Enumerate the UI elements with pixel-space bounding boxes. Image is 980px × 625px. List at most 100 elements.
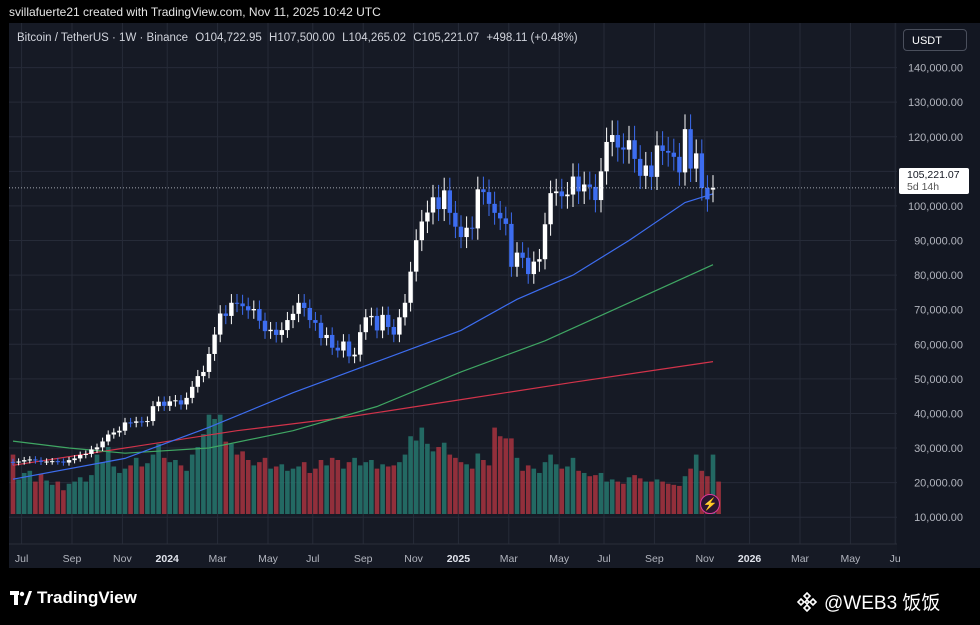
volume-bar (581, 472, 587, 514)
x-tick-label: Jul (597, 553, 610, 565)
volume-bar (716, 481, 721, 514)
volume-bar (21, 472, 27, 514)
y-tick-label: 120,000.00 (908, 132, 963, 144)
candle-body (565, 194, 570, 197)
candle-body (55, 461, 60, 463)
candle-body (464, 227, 469, 238)
candle-body (274, 329, 279, 335)
candle-body (234, 302, 240, 304)
candle-body (666, 150, 671, 153)
volume-bar (593, 475, 598, 514)
volume-bar (497, 436, 503, 514)
candle-body (682, 129, 688, 173)
volume-bar (296, 466, 301, 514)
candle-body (184, 397, 189, 405)
volume-bar (374, 468, 380, 514)
candle-body (33, 459, 38, 461)
candle-body (492, 203, 497, 213)
candle-body (458, 226, 464, 238)
volume-bar (649, 481, 654, 514)
y-tick-label: 10,000.00 (914, 512, 963, 524)
volume-bar (145, 463, 150, 514)
y-tick-label: 70,000.00 (914, 305, 963, 317)
volume-bar (27, 470, 33, 514)
candle-body (257, 308, 262, 321)
candle-body (604, 141, 609, 172)
currency-button[interactable]: USDT (903, 29, 967, 51)
candle-body (240, 303, 245, 307)
binance-icon (796, 591, 818, 612)
candle-body (145, 421, 150, 423)
candle-body (498, 212, 503, 219)
candle-body (593, 186, 598, 201)
candle-body (218, 313, 223, 335)
candle-body (22, 460, 27, 462)
candle-body (94, 447, 100, 450)
candle-body (100, 441, 105, 448)
watermark: @WEB3 饭饭 (796, 588, 940, 615)
candle-body (654, 145, 660, 177)
candle-body (576, 176, 581, 192)
candle-body (10, 461, 16, 463)
moving-average-slow (12, 361, 714, 466)
volume-bar (419, 427, 425, 514)
volume-bar (548, 454, 553, 514)
volume-bar (212, 418, 217, 514)
price-axis-panel[interactable] (897, 23, 980, 568)
volume-bar (189, 454, 195, 514)
candle-body (408, 271, 413, 303)
candle-body (610, 135, 615, 142)
volume-bar (318, 460, 324, 514)
high-value: H107,500.00 (269, 32, 335, 44)
volume-bar (111, 466, 117, 514)
y-tick-label: 140,000.00 (908, 63, 963, 75)
volume-bar (229, 443, 234, 514)
lightning-icon[interactable]: ⚡ (700, 494, 720, 514)
volume-bar (481, 460, 486, 514)
candle-body (139, 421, 144, 423)
volume-bar (285, 470, 290, 514)
x-tick-label: May (549, 553, 570, 565)
candle-body (206, 353, 212, 372)
volume-bar (94, 454, 100, 514)
candle-body (705, 187, 710, 200)
volume-bar (660, 481, 665, 514)
y-tick-label: 20,000.00 (914, 478, 963, 490)
symbol-legend: Bitcoin / TetherUS · 1W · Binance O104,7… (17, 32, 582, 44)
candle-body (313, 320, 318, 323)
volume-bar (598, 472, 604, 514)
volume-bar (234, 454, 240, 514)
volume-bar (33, 481, 38, 514)
volume-bar (105, 447, 111, 514)
candle-body (425, 212, 430, 222)
volume-bar (184, 470, 189, 514)
candle-body (559, 191, 564, 197)
candle-body (554, 191, 559, 194)
candle-body (475, 189, 480, 229)
candle-body (78, 454, 83, 459)
candle-body (251, 308, 256, 311)
volume-bar (66, 483, 72, 514)
volume-bar (682, 476, 688, 514)
candle-body (442, 190, 447, 210)
x-tick-label: 2024 (156, 553, 180, 565)
candle-body (178, 400, 184, 405)
candle-body (111, 432, 116, 435)
symbol-name: Bitcoin / TetherUS · 1W · Binance (17, 32, 189, 44)
volume-bar (55, 481, 61, 514)
volume-bar (425, 443, 430, 514)
volume-bar (453, 457, 458, 514)
volume-bar (307, 472, 313, 514)
volume-bar (604, 481, 609, 514)
volume-bar (329, 457, 335, 514)
volume-bar (117, 472, 122, 514)
volume-bar (520, 470, 525, 514)
candle-body (699, 153, 704, 188)
volume-bar (525, 465, 531, 514)
volume-bar (77, 477, 83, 514)
candle-body (346, 341, 352, 357)
candle-body (615, 135, 620, 148)
candle-body (694, 153, 699, 169)
candle-body (341, 341, 346, 351)
